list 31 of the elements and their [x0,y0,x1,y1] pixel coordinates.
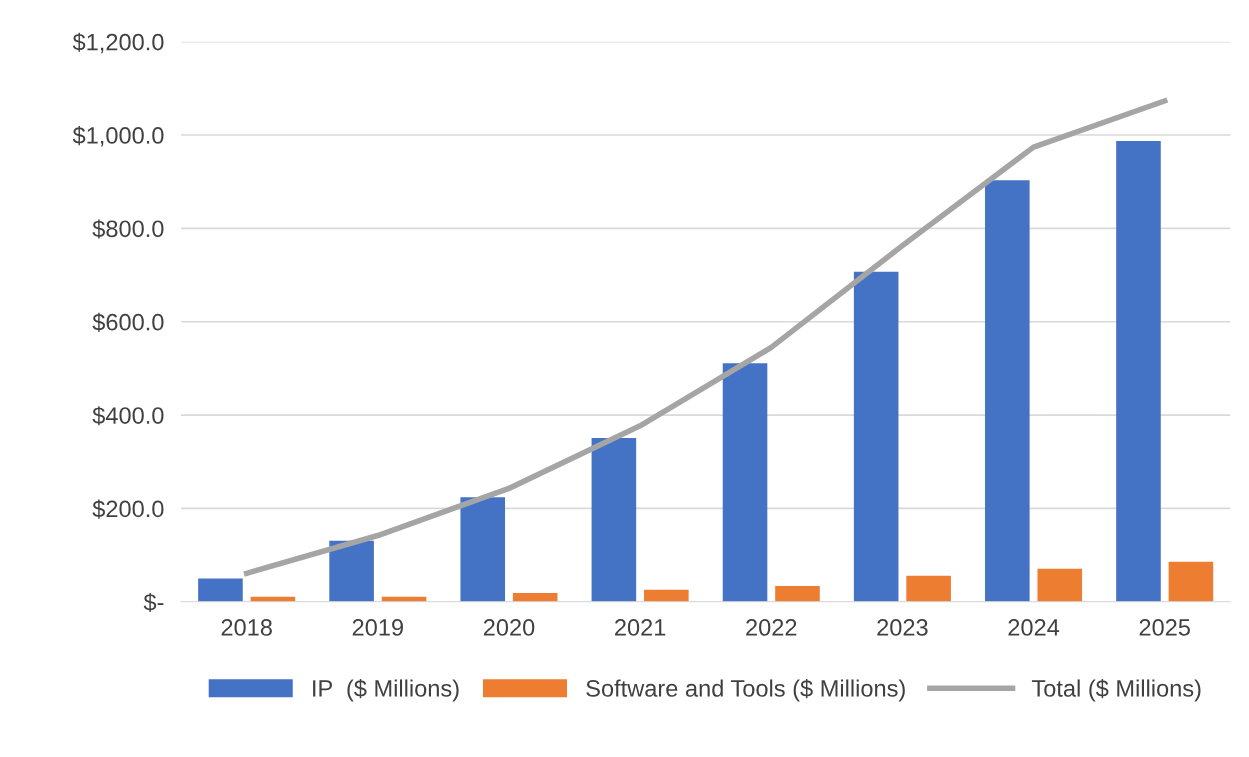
y-tick-label: $- [143,592,164,613]
x-tick-label: 2024 [1008,619,1060,636]
y-tick-label: $200.0 [92,499,164,519]
legend-label: Total ($ Millions) [1031,679,1201,702]
x-tick-label: 2022 [746,619,797,636]
bar [853,271,899,602]
bar [722,363,768,602]
bar [460,497,506,602]
bar [1116,141,1161,602]
x-tick-label: 2020 [483,619,535,636]
legend-label: IP ($ Millions) [313,679,459,702]
bar [329,540,374,602]
y-tick-label: $400.0 [92,406,164,426]
x-tick-label: 2025 [1139,619,1190,636]
y-tick-label: $800.0 [92,219,164,239]
bar [1037,568,1083,602]
legend-label: Software and Tools ($ Millions) [586,679,905,702]
bar [591,437,637,602]
bar [906,575,951,602]
bar [198,578,243,602]
y-tick-label: $600.0 [92,312,164,332]
bar [644,589,689,602]
y-tick-label: $1,000.0 [72,126,164,147]
bar [1168,561,1214,602]
x-tick-label: 2018 [221,619,272,636]
x-tick-label: 2021 [615,619,666,636]
bar [775,585,820,602]
x-tick-label: 2019 [352,619,403,636]
y-tick-label: $1,200.0 [72,32,164,54]
bar [985,180,1030,602]
x-tick-label: 2023 [877,619,928,636]
